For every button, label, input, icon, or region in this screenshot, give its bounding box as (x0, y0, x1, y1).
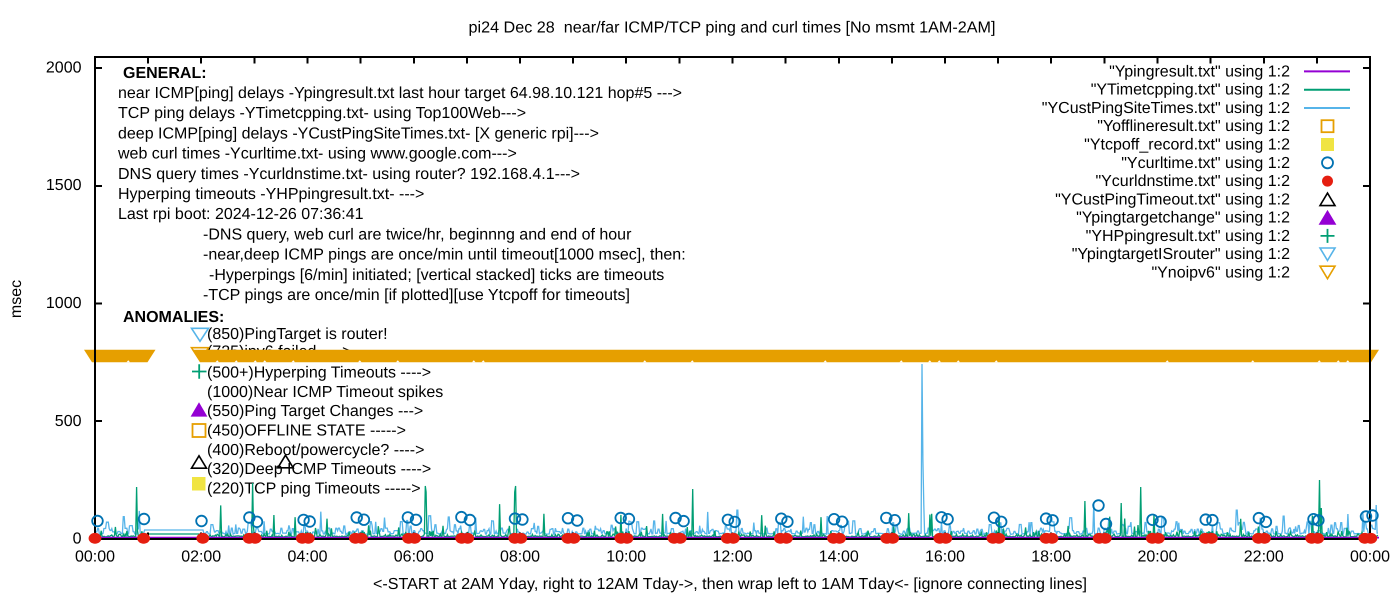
svg-text:"Ypingtargetchange" using 1:2: "Ypingtargetchange" using 1:2 (1076, 210, 1290, 227)
svg-text:02:00: 02:00 (181, 549, 221, 566)
svg-text:(400)Reboot/powercycle? ---->: (400)Reboot/powercycle? ----> (207, 442, 424, 459)
svg-text:msec: msec (8, 280, 25, 318)
svg-text:ANOMALIES:: ANOMALIES: (123, 309, 224, 326)
svg-text:(1000)Near ICMP Timeout spikes: (1000)Near ICMP Timeout spikes (207, 384, 443, 401)
svg-text:16:00: 16:00 (925, 549, 965, 566)
svg-text:"Ycurldnstime.txt" using 1:2: "Ycurldnstime.txt" using 1:2 (1095, 173, 1290, 190)
svg-text:(450)OFFLINE STATE ----->: (450)OFFLINE STATE -----> (207, 423, 406, 440)
svg-text:20:00: 20:00 (1138, 549, 1178, 566)
svg-text:"YpingtargetISrouter" using 1:: "YpingtargetISrouter" using 1:2 (1072, 246, 1290, 263)
svg-text:near ICMP[ping] delays -Ypingr: near ICMP[ping] delays -Ypingresult.txt … (118, 85, 682, 102)
svg-text:12:00: 12:00 (713, 549, 753, 566)
svg-text:"YCustPingSiteTimes.txt" using: "YCustPingSiteTimes.txt" using 1:2 (1042, 100, 1290, 117)
svg-text:(220)TCP ping Timeouts ----->: (220)TCP ping Timeouts -----> (207, 480, 421, 497)
svg-text:00:00: 00:00 (75, 549, 115, 566)
svg-text:"Ytcpoff_record.txt" using 1:2: "Ytcpoff_record.txt" using 1:2 (1084, 137, 1290, 154)
svg-text:DNS query times -Ycurldnstime.: DNS query times -Ycurldnstime.txt- using… (118, 166, 580, 183)
svg-text:18:00: 18:00 (1031, 549, 1071, 566)
svg-text:web curl times -Ycurltime.txt-: web curl times -Ycurltime.txt- using www… (117, 146, 517, 163)
svg-text:"Ypingresult.txt" using 1:2: "Ypingresult.txt" using 1:2 (1109, 63, 1290, 80)
svg-text:-Hyperpings [6/min] initiated;: -Hyperpings [6/min] initiated; [vertical… (209, 267, 664, 284)
svg-text:08:00: 08:00 (500, 549, 540, 566)
svg-text:(500+)Hyperping Timeouts ---->: (500+)Hyperping Timeouts ----> (207, 365, 431, 382)
svg-text:14:00: 14:00 (819, 549, 859, 566)
svg-text:1000: 1000 (46, 295, 82, 312)
svg-text:06:00: 06:00 (394, 549, 434, 566)
svg-text:-DNS query, web curl are twice: -DNS query, web curl are twice/hr, begin… (203, 226, 632, 243)
svg-text:"YTimetcpping.txt" using 1:2: "YTimetcpping.txt" using 1:2 (1091, 82, 1290, 99)
svg-text:00:00: 00:00 (1350, 549, 1390, 566)
svg-text:500: 500 (55, 413, 82, 430)
svg-text:Hyperping timeouts -YHPpingres: Hyperping timeouts -YHPpingresult.txt- -… (118, 186, 424, 203)
svg-text:(320)Deep ICMP Timeouts ---->: (320)Deep ICMP Timeouts ----> (207, 461, 431, 478)
svg-text:deep ICMP[ping] delays -YCustP: deep ICMP[ping] delays -YCustPingSiteTim… (118, 125, 599, 142)
svg-text:2000: 2000 (46, 60, 82, 77)
svg-text:-near,deep ICMP pings are once: -near,deep ICMP pings are once/min until… (203, 247, 686, 264)
svg-text:"YHPpingresult.txt" using 1:2: "YHPpingresult.txt" using 1:2 (1086, 228, 1290, 245)
svg-text:"Yofflineresult.txt" using 1:2: "Yofflineresult.txt" using 1:2 (1097, 118, 1290, 135)
svg-text:TCP ping delays -YTimetcpping.: TCP ping delays -YTimetcpping.txt- using… (118, 105, 526, 122)
svg-text:GENERAL:: GENERAL: (123, 65, 207, 82)
svg-text:(550)Ping Target Changes --->: (550)Ping Target Changes ---> (207, 403, 423, 420)
svg-text:pi24 Dec 28 near/far ICMP/TCP: pi24 Dec 28 near/far ICMP/TCP ping and c… (469, 20, 996, 37)
svg-text:1500: 1500 (46, 177, 82, 194)
svg-text:Last rpi boot: 2024-12-26 07:3: Last rpi boot: 2024-12-26 07:36:41 (118, 206, 364, 223)
svg-text:"Ynoipv6" using 1:2: "Ynoipv6" using 1:2 (1151, 265, 1290, 282)
svg-text:04:00: 04:00 (288, 549, 328, 566)
svg-text:22:00: 22:00 (1244, 549, 1284, 566)
svg-text:-TCP pings are once/min [if pl: -TCP pings are once/min [if plotted][use… (203, 287, 630, 304)
svg-text:"YCustPingTimeout.txt" using 1: "YCustPingTimeout.txt" using 1:2 (1055, 191, 1290, 208)
svg-text:10:00: 10:00 (606, 549, 646, 566)
svg-text:(850)PingTarget is router!: (850)PingTarget is router! (207, 326, 388, 343)
svg-text:0: 0 (73, 531, 82, 548)
svg-text:"Ycurltime.txt" using 1:2: "Ycurltime.txt" using 1:2 (1121, 155, 1290, 172)
svg-text:<-START at 2AM Yday, right to: <-START at 2AM Yday, right to 12AM Tday-… (373, 576, 1087, 593)
